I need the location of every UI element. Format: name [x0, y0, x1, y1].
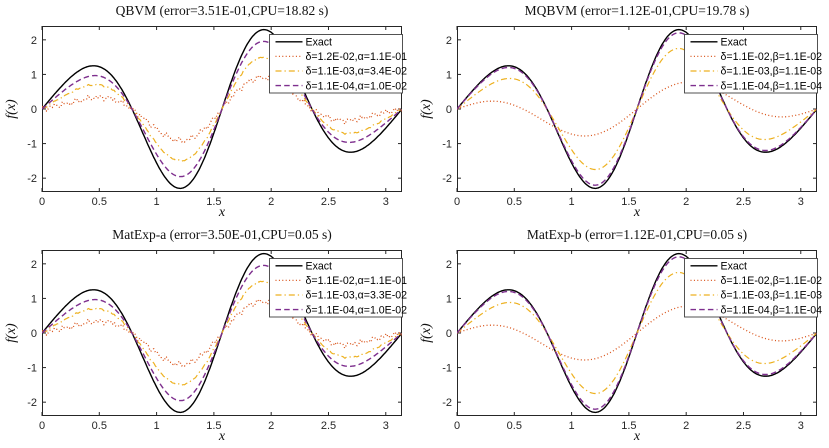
x-tick-label: 2 [683, 196, 689, 208]
curve-approx-1 [457, 81, 817, 137]
x-tick-label: 1 [569, 420, 575, 432]
x-tick-label: 1 [569, 196, 575, 208]
subplot-matexp-b: 0 0.5 1 1.5 2 2.5 3 -2 -1 0 1 2 Exact δ=1.1E-02,β=1.1… [415, 224, 829, 448]
mqbvm-y-axis-label: f(x) [419, 99, 434, 119]
curve-approx-3 [42, 264, 402, 402]
curve-approx-3 [457, 32, 817, 186]
legend: Exact δ=1.1E-02,α=1.1E-01 δ=1.1E-03,α=3.3E… [269, 258, 408, 318]
legend: Exact δ=1.1E-02,β=1.1E-02 δ=1.1E-03,β=1.1E… [684, 34, 823, 94]
y-tick-label: 2 [31, 35, 37, 47]
y-tick-label: 1 [446, 69, 452, 81]
y-tick-label: -1 [27, 139, 37, 151]
y-tick-label: -2 [27, 173, 37, 185]
legend-entry-label: δ=1.1E-03,α=3.3E-02 [306, 290, 408, 302]
legend: Exact δ=1.1E-02,β=1.1E-02 δ=1.1E-03,β=1.1E… [684, 258, 823, 318]
y-tick-label: 0 [31, 328, 37, 340]
x-tick-label: 3 [383, 420, 389, 432]
y-tick-label: 2 [446, 35, 452, 47]
legend-box [684, 258, 818, 318]
y-tick-label: 1 [31, 69, 37, 81]
y-tick-label: -2 [442, 397, 452, 409]
matexp-b-y-axis-label: f(x) [419, 323, 434, 343]
y-tick-label: -1 [442, 363, 452, 375]
x-tick-label: 1 [154, 420, 160, 432]
curve-approx-3 [42, 40, 402, 178]
x-tick-label: 2.5 [321, 420, 336, 432]
subplot-matexp-a: 0 0.5 1 1.5 2 2.5 3 -2 -1 0 1 2 Exact δ=1.1E-02,α=1.1… [0, 224, 414, 448]
y-tick-label: 0 [446, 328, 452, 340]
legend-entry-label: δ=1.1E-03,β=1.1E-03 [721, 66, 823, 78]
matexp-b-title: MatExp-b (error=1.12E-01,CPU=0.05 s) [526, 227, 748, 242]
qbvm-y-axis-label: f(x) [4, 99, 19, 119]
y-tick-label: 0 [31, 104, 37, 116]
y-tick-label: -2 [442, 173, 452, 185]
x-tick-label: 0 [454, 420, 460, 432]
subplot-mqbvm: 0 0.5 1 1.5 2 2.5 3 -2 -1 0 1 2 Exact δ=1.1E-02,β=1.1… [415, 0, 829, 224]
qbvm-plot-area: 0 0.5 1 1.5 2 2.5 3 -2 -1 0 1 2 Exact δ=1.2E-02,α=1.1… [27, 26, 408, 208]
curve-approx-1 [457, 305, 817, 361]
mqbvm-title: MQBVM (error=1.12E-01,CPU=19.78 s) [524, 3, 750, 18]
qbvm-title: QBVM (error=3.51E-01,CPU=18.82 s) [115, 3, 329, 18]
subplot-qbvm: 0 0.5 1 1.5 2 2.5 3 -2 -1 0 1 2 Exact δ=1.2E-02,α=1.1… [0, 0, 414, 224]
x-tick-label: 3 [383, 196, 389, 208]
legend-entry-label: δ=1.1E-04,β=1.1E-04 [721, 304, 823, 316]
mqbvm-plot-area: 0 0.5 1 1.5 2 2.5 3 -2 -1 0 1 2 Exact δ=1.1E-02,β=1.1… [442, 26, 823, 208]
x-tick-label: 1.5 [206, 420, 221, 432]
x-tick-label: 3 [798, 420, 804, 432]
legend-entry-label: δ=1.1E-04,α=1.0E-02 [306, 80, 408, 92]
x-tick-label: 2 [268, 196, 274, 208]
y-tick-label: -1 [27, 363, 37, 375]
legend-entry-label: Exact [721, 37, 748, 49]
x-tick-label: 0.5 [507, 196, 522, 208]
legend-entry-label: Exact [306, 37, 333, 49]
legend-box [684, 34, 818, 94]
legend-entry-label: δ=1.1E-03,α=3.4E-02 [306, 66, 408, 78]
legend-entry-label: δ=1.2E-02,α=1.1E-01 [306, 51, 408, 63]
legend-entry-label: δ=1.1E-04,α=1.0E-02 [306, 304, 408, 316]
y-tick-label: 1 [446, 293, 452, 305]
curve-approx-3 [457, 256, 817, 410]
y-tick-label: 2 [31, 259, 37, 271]
matexp-b-plot-area: 0 0.5 1 1.5 2 2.5 3 -2 -1 0 1 2 Exact δ=1.1E-02,β=1.1… [442, 250, 823, 432]
x-tick-label: 3 [798, 196, 804, 208]
x-tick-label: 0.5 [507, 420, 522, 432]
legend-entry-label: δ=1.1E-02,α=1.1E-01 [306, 275, 408, 287]
legend: Exact δ=1.2E-02,α=1.1E-01 δ=1.1E-03,α=3.4E… [269, 34, 408, 94]
x-tick-label: 2.5 [736, 196, 751, 208]
y-tick-label: 1 [31, 293, 37, 305]
y-tick-label: -1 [442, 139, 452, 151]
x-tick-label: 1.5 [206, 196, 221, 208]
qbvm-x-axis-label: x [218, 205, 226, 220]
matexp-b-x-axis-label: x [633, 429, 641, 444]
x-tick-label: 0 [39, 420, 45, 432]
y-tick-label: 0 [446, 104, 452, 116]
legend-box [269, 258, 403, 318]
x-tick-label: 0.5 [92, 420, 107, 432]
matexp-a-title: MatExp-a (error=3.50E-01,CPU=0.05 s) [112, 227, 332, 242]
mqbvm-x-axis-label: x [633, 205, 641, 220]
matexp-a-plot-area: 0 0.5 1 1.5 2 2.5 3 -2 -1 0 1 2 Exact δ=1.1E-02,α=1.1… [27, 250, 408, 432]
x-tick-label: 1 [154, 196, 160, 208]
y-tick-label: -2 [27, 397, 37, 409]
legend-entry-label: Exact [721, 261, 748, 273]
x-tick-label: 2 [683, 420, 689, 432]
y-tick-label: 2 [446, 259, 452, 271]
matexp-a-y-axis-label: f(x) [4, 323, 19, 343]
matexp-a-x-axis-label: x [218, 429, 226, 444]
legend-entry-label: δ=1.1E-02,β=1.1E-02 [721, 51, 823, 63]
legend-entry-label: δ=1.1E-02,β=1.1E-02 [721, 275, 823, 287]
x-tick-label: 2.5 [736, 420, 751, 432]
x-tick-label: 0.5 [92, 196, 107, 208]
x-tick-label: 1.5 [621, 196, 636, 208]
x-tick-label: 0 [39, 196, 45, 208]
x-tick-label: 1.5 [621, 420, 636, 432]
legend-entry-label: Exact [306, 261, 333, 273]
legend-entry-label: δ=1.1E-04,β=1.1E-04 [721, 80, 823, 92]
x-tick-label: 2 [268, 420, 274, 432]
legend-entry-label: δ=1.1E-03,β=1.1E-03 [721, 290, 823, 302]
x-tick-label: 2.5 [321, 196, 336, 208]
legend-box [269, 34, 403, 94]
x-tick-label: 0 [454, 196, 460, 208]
